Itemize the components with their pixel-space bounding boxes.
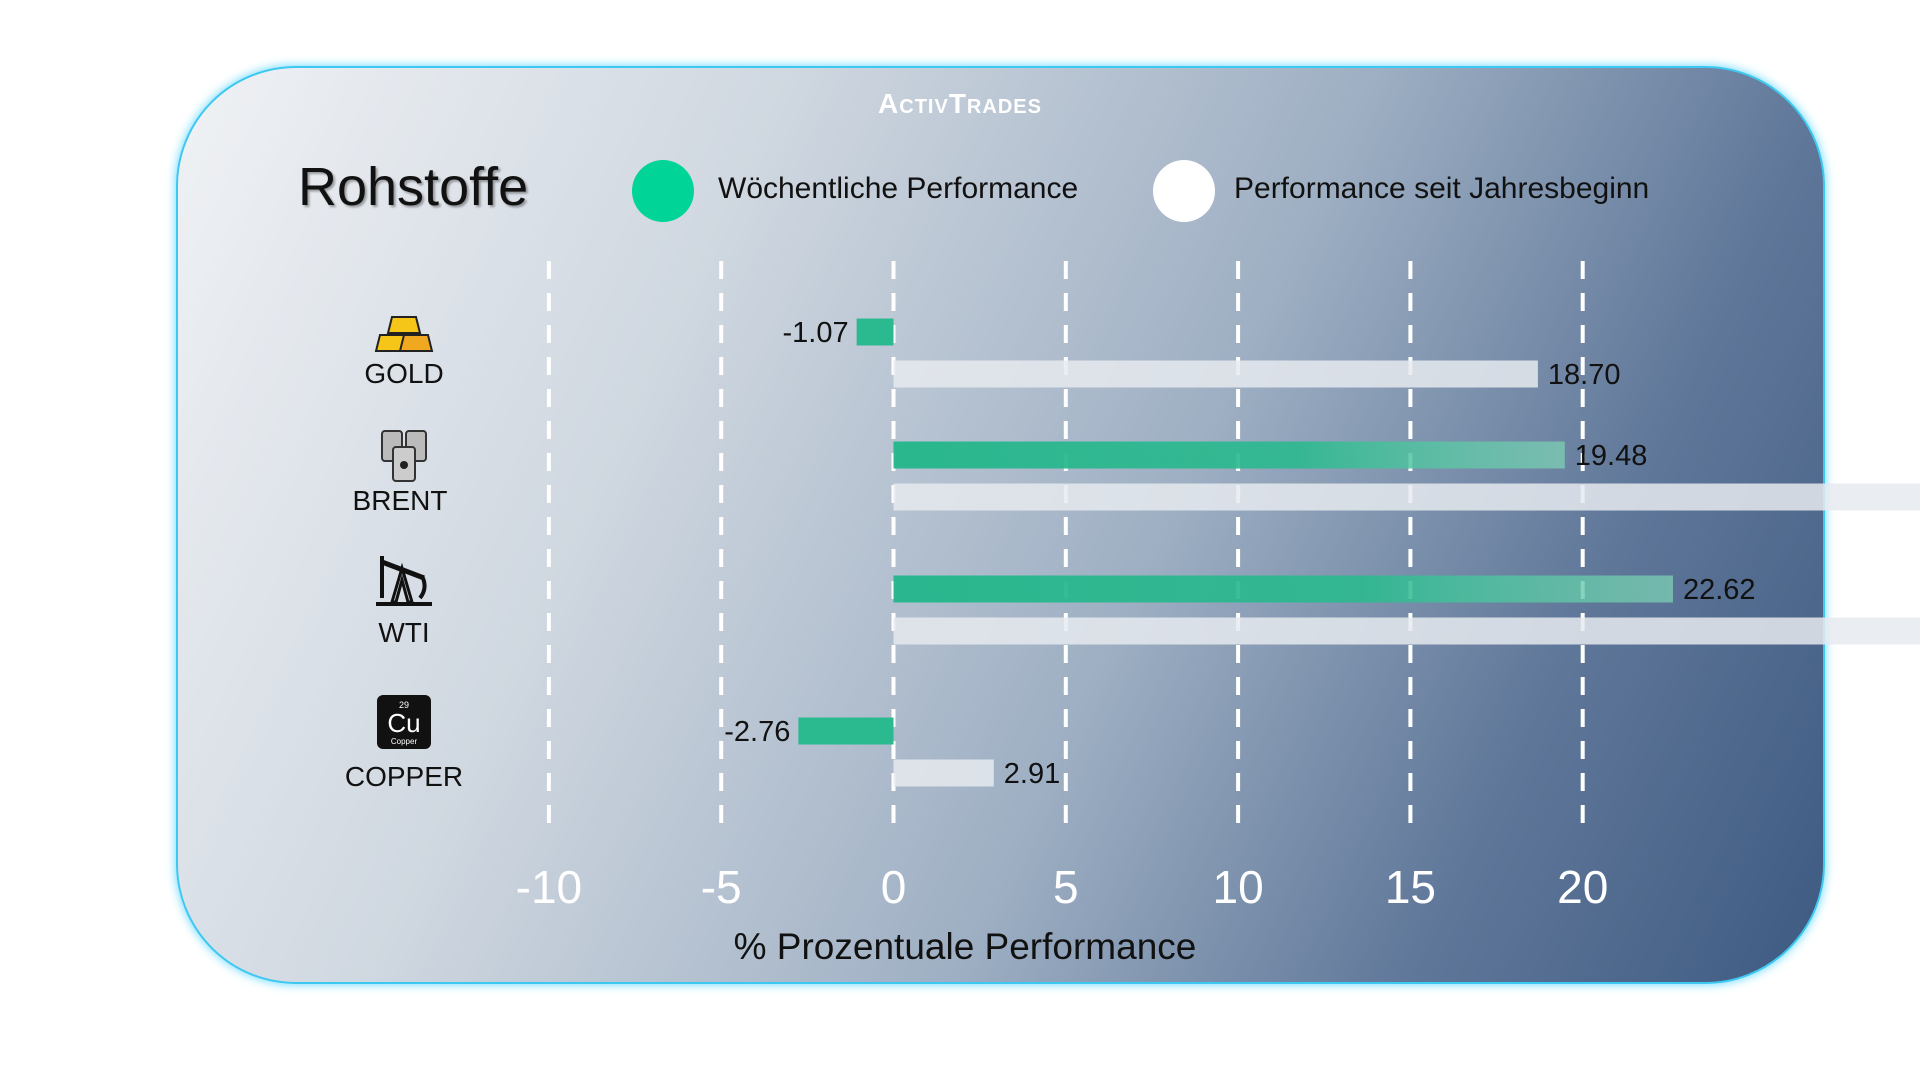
copper-element-icon: 29 Cu Copper	[374, 692, 434, 752]
value-label: 2.91	[1004, 758, 1060, 790]
ytd-bar-brent	[893, 483, 1920, 511]
x-tick-label: -10	[516, 861, 582, 913]
oil-pump-icon	[374, 548, 434, 608]
x-axis-label: % Prozentuale Performance	[733, 926, 1197, 967]
legend-weekly-dot	[632, 160, 694, 222]
weekly-bar-brent	[893, 441, 1565, 469]
value-label: -1.07	[783, 317, 849, 349]
ytd-bar-gold	[893, 360, 1538, 388]
value-label: 19.48	[1575, 440, 1648, 472]
svg-text:Cu: Cu	[387, 708, 420, 738]
x-tick-label: -5	[701, 861, 742, 913]
svg-text:29: 29	[399, 700, 409, 710]
gold-bars-icon	[374, 305, 434, 365]
x-tick-label: 0	[881, 861, 907, 913]
category-label-gold: GOLD	[364, 358, 444, 389]
value-label: -2.76	[724, 716, 790, 748]
x-tick-label: 20	[1557, 861, 1608, 913]
weekly-bar-copper	[798, 717, 894, 745]
weekly-bar-gold	[856, 318, 894, 346]
x-tick-label: 15	[1385, 861, 1436, 913]
value-label: 18.70	[1548, 359, 1621, 391]
oil-barrels-icon	[374, 425, 434, 485]
x-tick-label: 5	[1053, 861, 1079, 913]
ytd-bar-copper	[893, 759, 994, 787]
value-label: 22.62	[1683, 574, 1756, 606]
activtrades-logo: ActivTrades	[878, 88, 1042, 119]
legend-ytd-label: Performance seit Jahresbeginn	[1234, 172, 1650, 205]
category-label-copper: COPPER	[344, 761, 464, 792]
x-tick-label: 10	[1213, 861, 1264, 913]
ytd-bar-wti	[893, 617, 1920, 645]
chart-title: Rohstoffe	[298, 157, 529, 217]
category-label-wti: WTI	[378, 617, 430, 648]
chart-card	[176, 66, 1825, 984]
legend-ytd-dot	[1153, 160, 1215, 222]
legend-weekly-label: Wöchentliche Performance	[718, 172, 1079, 205]
category-label-brent: BRENT	[352, 485, 448, 516]
svg-text:Copper: Copper	[391, 737, 418, 746]
weekly-bar-wti	[893, 575, 1673, 603]
